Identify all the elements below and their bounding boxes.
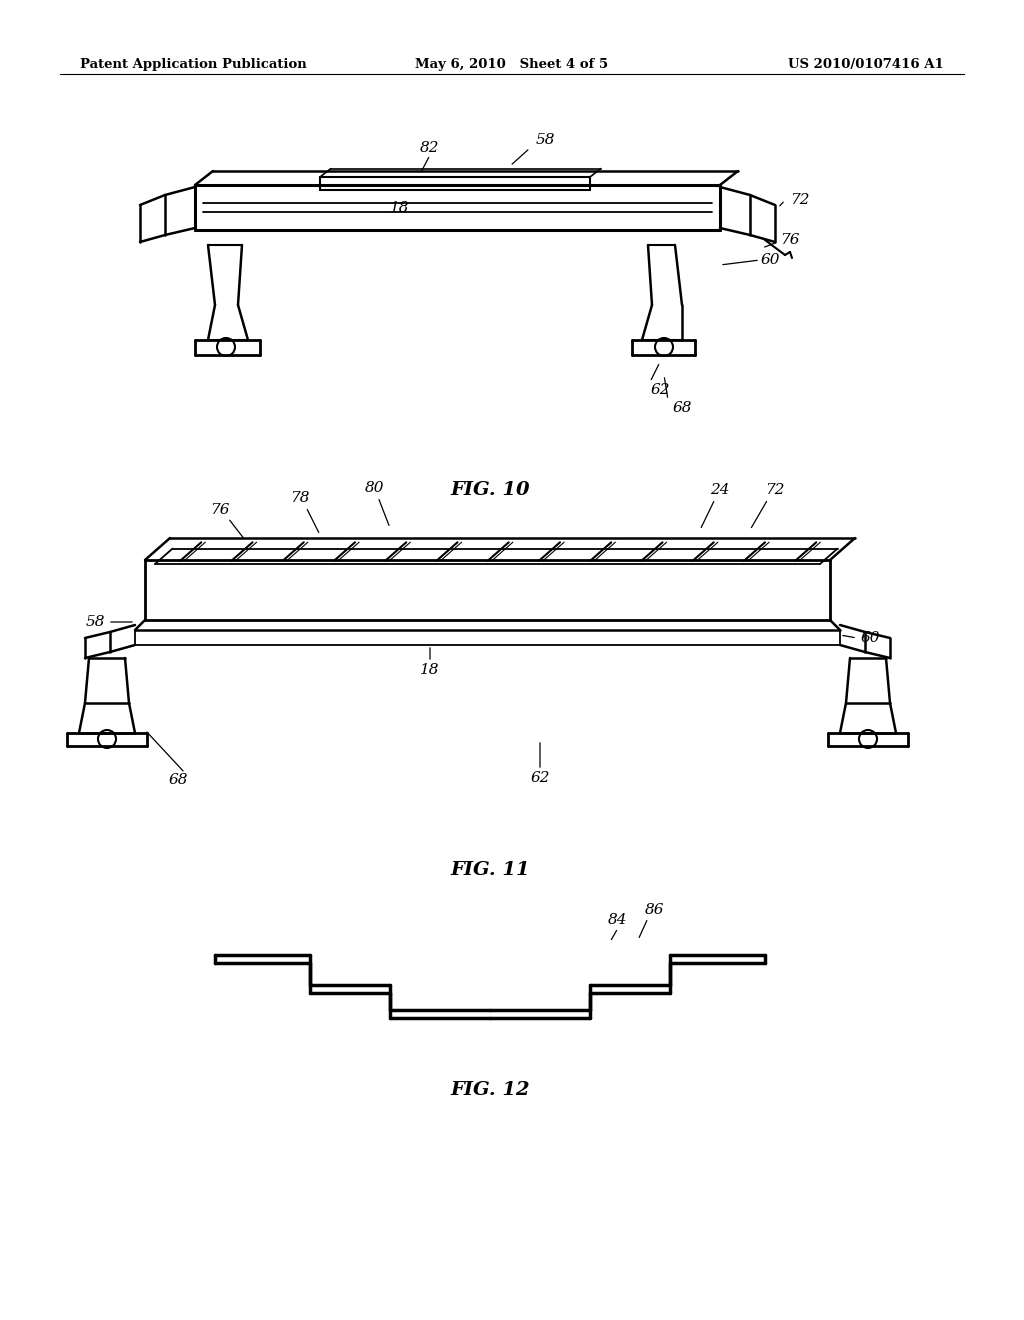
Text: 18: 18 [390,201,410,215]
Text: 62: 62 [530,771,550,785]
Text: Patent Application Publication: Patent Application Publication [80,58,307,70]
Text: FIG. 11: FIG. 11 [451,861,529,879]
Text: US 2010/0107416 A1: US 2010/0107416 A1 [788,58,944,70]
Text: 72: 72 [791,193,810,207]
Text: 18: 18 [420,663,439,677]
Text: FIG. 10: FIG. 10 [451,480,529,499]
Text: 68: 68 [168,774,187,787]
Text: 72: 72 [765,483,784,498]
Text: 60: 60 [760,253,779,267]
Text: 84: 84 [608,913,628,927]
Text: 58: 58 [85,615,104,630]
Text: May 6, 2010   Sheet 4 of 5: May 6, 2010 Sheet 4 of 5 [416,58,608,70]
Text: 24: 24 [711,483,730,498]
Text: 80: 80 [366,480,385,495]
Text: 86: 86 [645,903,665,917]
Text: FIG. 12: FIG. 12 [451,1081,529,1100]
Text: 76: 76 [780,234,800,247]
Text: 60: 60 [860,631,880,645]
Text: 76: 76 [210,503,229,517]
Text: 62: 62 [650,383,670,397]
Text: 58: 58 [536,133,555,147]
Text: 68: 68 [672,401,692,414]
Text: 82: 82 [420,141,439,154]
Text: 78: 78 [290,491,309,506]
